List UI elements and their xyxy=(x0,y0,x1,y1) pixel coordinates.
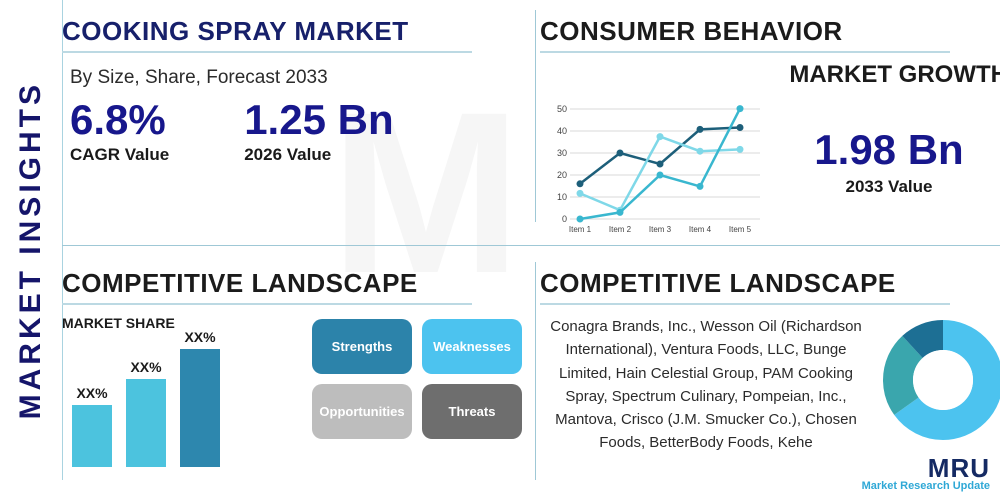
bar-1-label: XX% xyxy=(72,385,112,401)
bar-2-label: XX% xyxy=(126,359,166,375)
panel-title-landscape-right: COMPETITIVE LANDSCAPE xyxy=(540,268,1000,299)
panel-competitive-landscape-left: COMPETITIVE LANDSCAPE MARKET SHARE XX% X… xyxy=(62,262,530,497)
bar-item-1: XX% xyxy=(72,385,112,467)
svg-text:30: 30 xyxy=(557,148,567,158)
stat-cagr-value: 6.8% xyxy=(70,99,169,141)
stats-row-market: 6.8% CAGR Value 1.25 Bn 2026 Value xyxy=(62,99,530,165)
swot-box-opportunities[interactable]: Opportunities xyxy=(312,384,412,439)
sidebar-panel: MARKET INSIGHTS xyxy=(0,0,62,500)
stat-cagr: 6.8% CAGR Value xyxy=(70,99,169,165)
vertical-divider-bottom xyxy=(535,262,536,480)
market-share-bar-chart: MARKET SHARE XX% XX% XX% xyxy=(62,315,292,467)
swot-box-weaknesses[interactable]: Weaknesses xyxy=(422,319,522,374)
panel-title-landscape-left: COMPETITIVE LANDSCAPE xyxy=(62,268,530,299)
bar-1 xyxy=(72,405,112,467)
svg-text:10: 10 xyxy=(557,192,567,202)
growth-value-label: 2033 Value xyxy=(770,177,1000,197)
content-area: COOKING SPRAY MARKET By Size, Share, For… xyxy=(62,0,1000,500)
stat-2026: 1.25 Bn 2026 Value xyxy=(244,99,393,165)
svg-text:Item 4: Item 4 xyxy=(689,225,712,234)
swot-box-threats[interactable]: Threats xyxy=(422,384,522,439)
market-share-label: MARKET SHARE xyxy=(62,315,292,331)
svg-text:50: 50 xyxy=(557,104,567,114)
svg-text:Item 3: Item 3 xyxy=(649,225,672,234)
svg-text:Item 2: Item 2 xyxy=(609,225,632,234)
stat-2026-value: 1.25 Bn xyxy=(244,99,393,141)
svg-text:20: 20 xyxy=(557,170,567,180)
logo-subtext: Market Research Update xyxy=(862,480,990,492)
svg-text:0: 0 xyxy=(562,214,567,224)
panel-consumer-behavior: CONSUMER BEHAVIOR MARKET GROWTH xyxy=(540,10,1000,245)
bar-3 xyxy=(180,349,220,467)
svg-text:40: 40 xyxy=(557,126,567,136)
svg-text:Item 1: Item 1 xyxy=(569,225,592,234)
vertical-divider-top xyxy=(535,10,536,222)
svg-text:Item 5: Item 5 xyxy=(729,225,752,234)
panel-title-consumer-behavior: CONSUMER BEHAVIOR xyxy=(540,16,1000,47)
horizontal-divider xyxy=(62,245,1000,246)
donut-chart-wrap xyxy=(878,315,1000,455)
stat-cagr-label: CAGR Value xyxy=(70,145,169,165)
swot-grid: Strengths Weaknesses Opportunities Threa… xyxy=(312,319,522,467)
panel-title-market: COOKING SPRAY MARKET xyxy=(62,16,530,47)
panel-subtitle-market: By Size, Share, Forecast 2033 xyxy=(70,67,530,89)
sidebar-label: MARKET INSIGHTS xyxy=(14,81,48,419)
bar-3-label: XX% xyxy=(180,329,220,345)
chart-y-axis-labels: 50 40 30 20 10 0 xyxy=(557,104,567,224)
growth-value-box: 1.98 Bn 2033 Value xyxy=(770,99,1000,239)
growth-value: 1.98 Bn xyxy=(770,129,1000,171)
panel-cooking-spray-market: COOKING SPRAY MARKET By Size, Share, For… xyxy=(62,10,530,245)
bar-item-2: XX% xyxy=(126,359,166,467)
chart-x-axis-labels: Item 1 Item 2 Item 3 Item 4 Item 5 xyxy=(569,225,752,234)
market-share-donut-chart xyxy=(878,315,1000,445)
brand-logo: MRU Market Research Update xyxy=(862,453,990,492)
bar-item-3: XX% xyxy=(180,329,220,467)
swot-box-strengths[interactable]: Strengths xyxy=(312,319,412,374)
bar-2 xyxy=(126,379,166,467)
stat-2026-label: 2026 Value xyxy=(244,145,393,165)
consumer-behavior-line-chart: 50 40 30 20 10 0 Item 1 Item 2 Item 3 It… xyxy=(540,99,770,239)
competitor-companies-text: Conagra Brands, Inc., Wesson Oil (Richar… xyxy=(540,315,878,455)
market-growth-label: MARKET GROWTH xyxy=(540,61,1000,89)
